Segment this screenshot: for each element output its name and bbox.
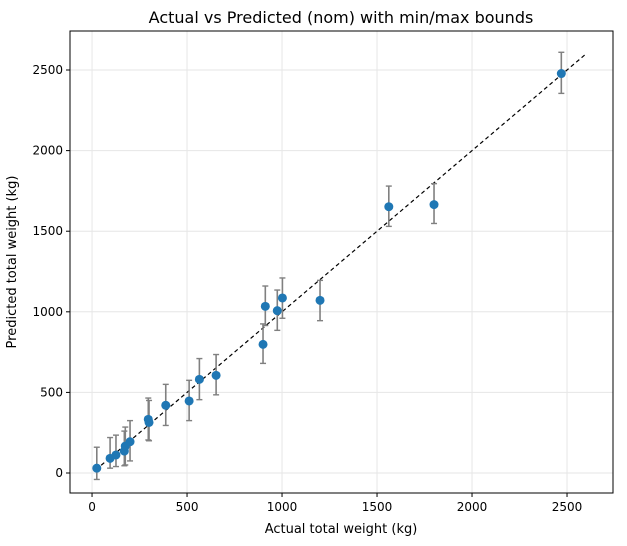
- y-tick-label: 2000: [32, 144, 63, 158]
- x-tick-label: 1500: [362, 500, 393, 514]
- y-tick-label: 1000: [32, 305, 63, 319]
- grid: [70, 31, 613, 493]
- chart-title: Actual vs Predicted (nom) with min/max b…: [149, 8, 534, 27]
- y-tick-label: 0: [55, 466, 63, 480]
- x-tick-label: 2500: [552, 500, 583, 514]
- data-point: [277, 293, 287, 303]
- data-point: [161, 400, 171, 410]
- data-point: [260, 301, 270, 311]
- x-tick-label: 1000: [267, 500, 298, 514]
- data-point: [184, 396, 194, 406]
- ticks: 0 500 1000 1500 2000 2500 0 500 1000 1500 2000 2500: [32, 63, 582, 514]
- data-point: [111, 450, 121, 460]
- data-point: [258, 339, 268, 349]
- data-point: [92, 463, 102, 473]
- x-tick-label: 2000: [457, 500, 488, 514]
- plot-frame: [69, 30, 614, 494]
- data-point: [315, 295, 325, 305]
- data-point: [194, 374, 204, 384]
- data-point: [556, 69, 566, 79]
- reference-line-group: [95, 53, 587, 471]
- y-tick-label: 1500: [32, 224, 63, 238]
- y-tick-label: 2500: [32, 63, 63, 77]
- data-point: [272, 306, 282, 316]
- reference-line: [95, 53, 587, 471]
- x-tick-label: 0: [88, 500, 96, 514]
- data-point: [211, 370, 221, 380]
- x-tick-label: 500: [176, 500, 199, 514]
- data-point: [144, 417, 154, 427]
- data-points: [92, 69, 566, 473]
- data-point: [125, 437, 135, 447]
- error-bars: [93, 51, 565, 481]
- y-axis-label: Predicted total weight (kg): [5, 176, 20, 349]
- data-point: [429, 200, 439, 210]
- y-tick-label: 500: [40, 385, 63, 399]
- x-axis-label: Actual total weight (kg): [265, 522, 418, 537]
- data-point: [384, 202, 394, 212]
